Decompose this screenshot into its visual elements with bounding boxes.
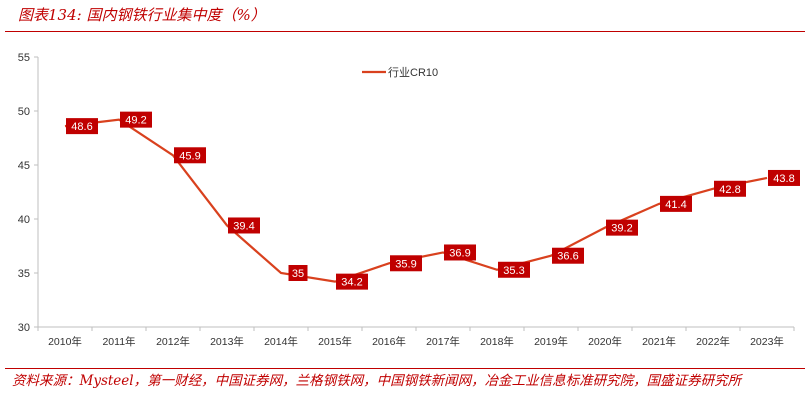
legend-label: 行业CR10 [388, 66, 438, 79]
data-label-box [66, 118, 98, 135]
y-tick-label: 35 [18, 268, 30, 280]
source-divider [5, 368, 805, 369]
y-tick-label: 55 [18, 52, 30, 64]
x-tick-label: 2020年 [588, 335, 622, 348]
data-label: 39.4 [233, 220, 254, 232]
x-tick-label: 2017年 [426, 335, 460, 348]
y-tick-label: 45 [18, 160, 30, 172]
data-label: 49.2 [125, 115, 146, 127]
x-tick-label: 2021年 [642, 335, 676, 348]
data-label-box [768, 169, 800, 186]
data-label-box [444, 244, 476, 261]
data-label: 35 [292, 268, 304, 280]
x-tick-label: 2023年 [750, 335, 784, 348]
x-tick-label: 2013年 [210, 335, 244, 348]
data-label: 34.2 [341, 277, 362, 289]
x-tick-label: 2022年 [696, 335, 730, 348]
data-label: 39.2 [611, 223, 632, 235]
data-label: 36.6 [557, 251, 578, 263]
x-tick-label: 2015年 [318, 335, 352, 348]
y-tick-label: 50 [18, 106, 30, 118]
data-label: 35.9 [395, 258, 416, 270]
data-label-box [660, 195, 692, 212]
source-note: 资料来源：Mysteel，第一财经，中国证券网，兰格钢铁网，中国钢铁新闻网，冶金… [12, 373, 742, 389]
data-label: 42.8 [719, 184, 740, 196]
data-label-box [336, 273, 368, 290]
y-tick-label: 30 [18, 322, 30, 334]
x-tick-label: 2018年 [480, 335, 514, 348]
title-divider [5, 31, 805, 32]
data-label-box [174, 147, 206, 164]
data-label: 43.8 [773, 173, 794, 185]
data-label: 35.3 [503, 265, 524, 277]
data-label: 41.4 [665, 199, 686, 211]
data-label-box [288, 265, 308, 281]
data-label-box [714, 180, 746, 197]
data-label-box [228, 217, 260, 234]
data-label-box [120, 111, 152, 128]
data-label-box [390, 255, 422, 272]
x-tick-label: 2019年 [534, 335, 568, 348]
x-tick-label: 2011年 [102, 335, 135, 348]
x-tick-label: 2014年 [264, 335, 298, 348]
figure-title: 图表134: 国内钢铁行业集中度（%） [18, 6, 266, 24]
data-label: 45.9 [179, 150, 200, 162]
x-tick-label: 2012年 [156, 335, 190, 348]
data-label-box [552, 247, 584, 264]
data-label-box [606, 219, 638, 236]
data-label-box [498, 261, 530, 278]
x-tick-label: 2010年 [48, 335, 82, 348]
data-label: 36.9 [449, 247, 470, 259]
data-label: 48.6 [71, 121, 92, 133]
line-chart: 30 35 40 45 50 55 2010年 2011年 2012年 2013年 2014年 201… [18, 52, 800, 348]
x-tick-label: 2016年 [372, 335, 406, 348]
y-tick-label: 40 [18, 214, 30, 226]
